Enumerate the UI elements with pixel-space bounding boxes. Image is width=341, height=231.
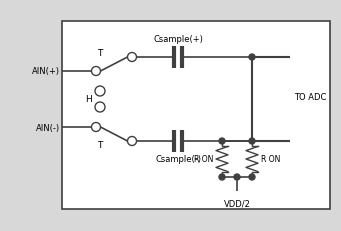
Circle shape (95, 103, 105, 112)
Circle shape (234, 174, 240, 180)
Text: R ON: R ON (261, 155, 280, 164)
Text: TO ADC: TO ADC (294, 93, 326, 102)
Circle shape (91, 67, 101, 76)
Text: H: H (85, 95, 91, 104)
Circle shape (249, 55, 255, 61)
Bar (62, 22, 330, 209)
Text: AIN(+): AIN(+) (32, 67, 60, 76)
Circle shape (91, 123, 101, 132)
Circle shape (219, 138, 225, 144)
Text: Csample(-): Csample(-) (155, 155, 201, 164)
Circle shape (128, 53, 136, 62)
Circle shape (249, 174, 255, 180)
Text: R ON: R ON (194, 155, 213, 164)
Text: T: T (97, 141, 103, 150)
Text: VDD/2: VDD/2 (224, 199, 250, 208)
Circle shape (95, 87, 105, 97)
Circle shape (128, 137, 136, 146)
Text: Csample(+): Csample(+) (153, 35, 203, 44)
Circle shape (249, 138, 255, 144)
Text: T: T (97, 49, 103, 58)
Text: AIN(-): AIN(-) (36, 123, 60, 132)
Circle shape (219, 174, 225, 180)
